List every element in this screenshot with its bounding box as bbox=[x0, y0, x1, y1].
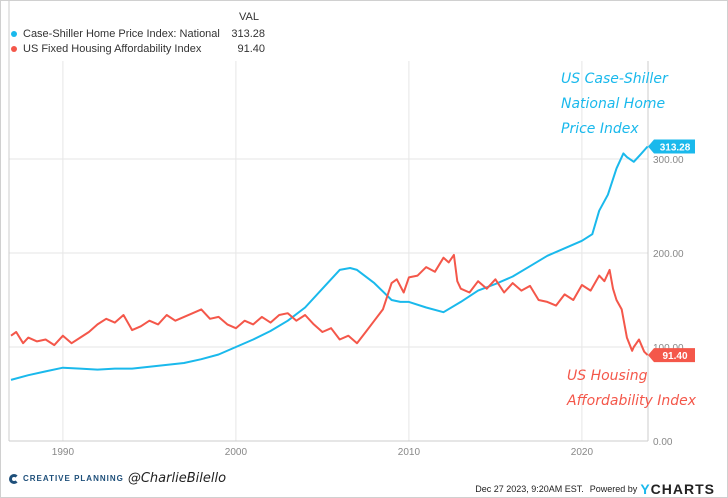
ycharts-text: CHARTS bbox=[650, 481, 715, 497]
ycharts-logo[interactable]: YCHARTS bbox=[640, 481, 715, 497]
last-value-badge bbox=[648, 139, 695, 154]
ycharts-y: Y bbox=[640, 481, 651, 497]
series-dot-icon bbox=[11, 30, 17, 37]
legend: VAL Case-Shiller Home Price Index: Natio… bbox=[11, 11, 265, 56]
brand-name: CREATIVE PLANNING bbox=[23, 474, 124, 483]
footer-credit: Dec 27 2023, 9:20AM EST. Powered by YCHA… bbox=[475, 481, 715, 497]
x-tick-label: 1990 bbox=[52, 447, 75, 458]
legend-value: 91.40 bbox=[237, 42, 265, 55]
annotation-affordability: US Housing Affordability Index bbox=[567, 364, 696, 414]
branding: CREATIVE PLANNING @CharlieBilello bbox=[9, 471, 226, 486]
series-line-affordability bbox=[10, 253, 649, 356]
legend-label: US Fixed Housing Affordability Index bbox=[23, 42, 202, 55]
series-line-case-shiller bbox=[10, 145, 649, 381]
x-tick-label: 2010 bbox=[398, 447, 421, 458]
y-tick-label: 300.00 bbox=[653, 155, 684, 166]
annotation-line: US Case-Shiller bbox=[561, 71, 668, 87]
annotation-line: US Housing bbox=[567, 368, 648, 384]
y-tick-label: 0.00 bbox=[653, 437, 673, 448]
timestamp: Dec 27 2023, 9:20AM EST. bbox=[475, 484, 584, 494]
annotation-line: Affordability Index bbox=[567, 393, 697, 409]
last-value-label: 313.28 bbox=[660, 143, 691, 154]
series-dot-icon bbox=[11, 45, 17, 52]
last-value-label: 91.40 bbox=[662, 351, 687, 362]
legend-item-case-shiller[interactable]: Case-Shiller Home Price Index: National … bbox=[11, 26, 265, 41]
creative-planning-logo-icon bbox=[9, 473, 19, 484]
author-handle: @CharlieBilello bbox=[127, 471, 227, 486]
annotation-line: National Home bbox=[561, 96, 666, 112]
legend-header: VAL bbox=[239, 11, 259, 23]
annotation-case-shiller: US Case-Shiller National Home Price Inde… bbox=[561, 67, 668, 142]
legend-label: Case-Shiller Home Price Index: National bbox=[23, 27, 220, 40]
y-tick-label: 200.00 bbox=[653, 249, 684, 260]
x-tick-label: 2020 bbox=[571, 447, 594, 458]
last-value-badge bbox=[648, 348, 695, 363]
legend-item-affordability[interactable]: US Fixed Housing Affordability Index 91.… bbox=[11, 41, 265, 56]
chart-plot: 0.00100.00200.00300.00199020002010202031… bbox=[8, 1, 695, 458]
x-tick-label: 2000 bbox=[225, 447, 248, 458]
legend-value: 313.28 bbox=[231, 27, 265, 40]
powered-by: Powered by bbox=[589, 484, 638, 494]
annotation-line: Price Index bbox=[561, 121, 639, 137]
